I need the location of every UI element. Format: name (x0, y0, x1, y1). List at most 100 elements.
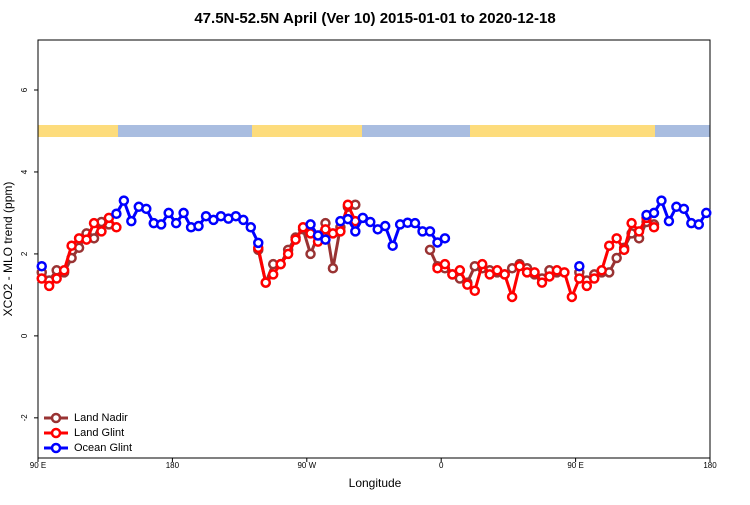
data-point (469, 285, 481, 297)
data-point (141, 203, 152, 215)
data-point (81, 234, 92, 245)
legend-label: Land Glint (74, 427, 124, 439)
data-point (454, 265, 466, 276)
data-point (432, 263, 443, 274)
land-band (38, 125, 118, 137)
data-point (589, 273, 600, 284)
data-point (282, 248, 294, 260)
data-point (439, 258, 451, 270)
data-point (126, 215, 137, 227)
y-tick-label: 4 (20, 169, 29, 174)
data-point (514, 260, 525, 272)
data-point (633, 226, 645, 237)
data-point (484, 269, 495, 280)
data-point (574, 273, 585, 284)
y-tick-label: 0 (20, 333, 29, 338)
data-point (379, 220, 391, 232)
ocean-band (655, 125, 710, 137)
data-point (701, 207, 712, 219)
data-point (342, 213, 354, 225)
data-point (305, 248, 316, 260)
data-point (603, 240, 615, 251)
data-point (611, 233, 622, 244)
data-point (529, 267, 540, 278)
data-point (253, 237, 264, 249)
data-point (193, 220, 204, 232)
y-axis-label: XCO2 - MLO trend (ppm) (1, 182, 15, 317)
data-point (365, 216, 376, 228)
data-point (170, 217, 182, 229)
legend-swatch (50, 412, 62, 424)
data-point (305, 219, 316, 230)
data-point (566, 291, 578, 303)
data-point (36, 273, 47, 284)
data-point (581, 280, 593, 292)
data-point (342, 199, 354, 210)
plot-frame (37, 39, 711, 459)
data-point (693, 219, 705, 230)
y-tick-label: -2 (20, 414, 29, 422)
data-point (36, 260, 47, 272)
data-point (275, 258, 286, 270)
data-point (327, 263, 339, 274)
x-axis-label: Longitude (349, 476, 402, 490)
data-point (155, 219, 167, 230)
legend-swatch (50, 442, 62, 454)
data-point (178, 207, 189, 219)
data-point (96, 226, 107, 237)
data-point (574, 260, 585, 272)
data-point (163, 207, 174, 219)
data-point (424, 244, 436, 256)
ocean-band (362, 125, 470, 137)
data-point (387, 240, 398, 251)
data-point (58, 265, 70, 276)
data-point (66, 240, 77, 251)
data-point (536, 277, 548, 288)
x-tick-label: 90 E (30, 461, 46, 470)
x-tick-label: 90 E (567, 461, 583, 470)
x-tick-label: 0 (439, 461, 444, 470)
x-tick-label: 180 (703, 461, 717, 470)
data-point (290, 234, 301, 245)
data-point (111, 208, 122, 220)
data-point (611, 252, 622, 264)
data-point (312, 230, 324, 241)
data-point (663, 215, 675, 227)
x-tick-label: 90 W (297, 461, 316, 470)
data-point (335, 226, 346, 237)
data-point (491, 265, 503, 276)
data-point (477, 258, 488, 270)
data-point (357, 212, 369, 224)
data-point (88, 217, 100, 229)
data-point (648, 222, 660, 233)
data-point (51, 273, 62, 284)
chart-title: 47.5N-52.5N April (Ver 10) 2015-01-01 to… (194, 10, 555, 27)
data-point (618, 244, 630, 256)
legend-swatch (50, 427, 62, 439)
land-band (470, 125, 655, 137)
data-point (462, 279, 473, 290)
data-point (260, 277, 271, 288)
legend-label: Land Nadir (74, 412, 128, 424)
data-point (350, 226, 361, 237)
y-tick-label: 2 (20, 251, 29, 256)
data-point (238, 214, 249, 226)
data-point (320, 234, 331, 245)
legend-label: Ocean Glint (74, 442, 132, 454)
data-point (320, 224, 331, 235)
data-point (43, 280, 55, 292)
y-tick-label: 6 (20, 87, 29, 92)
data-point (447, 269, 458, 280)
data-point (432, 237, 443, 248)
x-tick-label: 180 (166, 461, 180, 470)
data-point (424, 226, 436, 237)
data-point (267, 269, 279, 280)
series-line (40, 203, 655, 285)
data-point (656, 195, 667, 206)
data-point (596, 265, 607, 276)
data-point (626, 217, 637, 229)
data-point (439, 233, 451, 244)
data-point (648, 207, 660, 219)
data-point (111, 222, 122, 233)
